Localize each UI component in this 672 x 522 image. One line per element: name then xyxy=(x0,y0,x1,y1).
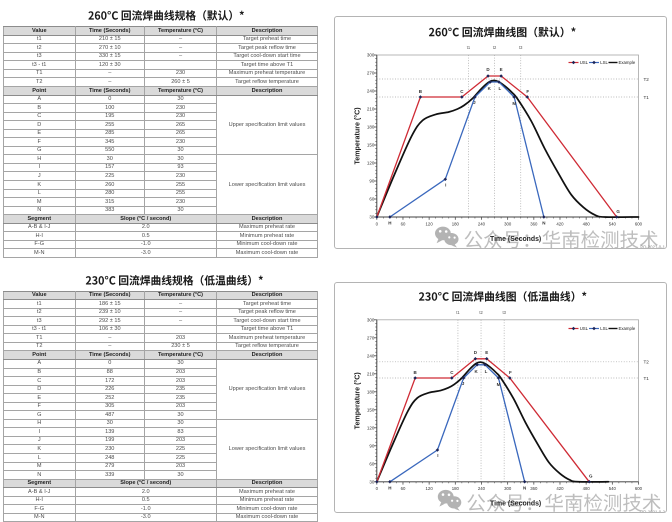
svg-text:B: B xyxy=(419,89,423,94)
svg-text:C: C xyxy=(460,89,464,94)
svg-text:J: J xyxy=(462,381,465,386)
svg-text:180: 180 xyxy=(367,390,375,395)
svg-text:USL: USL xyxy=(580,326,589,331)
svg-text:J: J xyxy=(473,100,476,105)
svg-text:360: 360 xyxy=(530,221,538,226)
svg-text:480: 480 xyxy=(583,221,591,226)
svg-text:B: B xyxy=(414,370,418,375)
svg-text:T2: T2 xyxy=(644,360,650,365)
svg-text:LSL: LSL xyxy=(600,326,608,331)
svg-text:T1: T1 xyxy=(644,95,650,100)
svg-text:F: F xyxy=(526,89,529,94)
svg-text:180: 180 xyxy=(367,125,375,130)
svg-text:300: 300 xyxy=(504,486,512,491)
svg-text:LSL: LSL xyxy=(600,60,608,65)
svg-text:H: H xyxy=(388,485,391,490)
svg-text:t1: t1 xyxy=(456,310,460,315)
svg-text:540: 540 xyxy=(609,221,617,226)
svg-text:I: I xyxy=(437,453,438,458)
svg-text:240: 240 xyxy=(478,486,486,491)
svg-text:t3: t3 xyxy=(519,45,523,50)
svg-text:t1: t1 xyxy=(467,45,471,50)
svg-text:t3: t3 xyxy=(502,310,506,315)
svg-text:D: D xyxy=(486,67,490,72)
svg-text:Time (Seconds): Time (Seconds) xyxy=(490,501,541,508)
svg-text:300: 300 xyxy=(367,53,375,58)
svg-text:D: D xyxy=(474,350,478,355)
svg-text:M: M xyxy=(497,382,501,387)
svg-text:0: 0 xyxy=(376,486,379,491)
svg-text:T2: T2 xyxy=(644,77,650,82)
svg-text:60: 60 xyxy=(401,486,406,491)
svg-text:180: 180 xyxy=(452,221,460,226)
svg-text:L: L xyxy=(499,86,502,91)
svg-text:Time (Seconds): Time (Seconds) xyxy=(490,236,541,243)
svg-text:60: 60 xyxy=(401,221,406,226)
svg-text:G: G xyxy=(589,474,593,479)
svg-text:240: 240 xyxy=(367,89,375,94)
svg-text:60: 60 xyxy=(369,197,375,202)
svg-text:N: N xyxy=(523,485,526,490)
svg-text:0: 0 xyxy=(376,221,379,226)
svg-text:G: G xyxy=(616,209,620,214)
svg-text:120: 120 xyxy=(367,161,375,166)
svg-text:90: 90 xyxy=(369,179,375,184)
svg-text:60: 60 xyxy=(369,462,375,467)
svg-text:180: 180 xyxy=(452,486,460,491)
svg-text:270: 270 xyxy=(367,336,375,341)
svg-text:Example: Example xyxy=(619,326,636,331)
svg-text:120: 120 xyxy=(367,426,375,431)
svg-text:300: 300 xyxy=(504,221,512,226)
svg-text:600: 600 xyxy=(635,221,643,226)
svg-text:t2: t2 xyxy=(493,45,497,50)
svg-text:L: L xyxy=(485,369,488,374)
svg-text:Example: Example xyxy=(619,60,636,65)
svg-text:240: 240 xyxy=(367,354,375,359)
svg-text:USL: USL xyxy=(580,60,589,65)
svg-text:K: K xyxy=(488,86,492,91)
svg-text:M: M xyxy=(512,101,516,106)
svg-text:90: 90 xyxy=(369,444,375,449)
svg-text:150: 150 xyxy=(367,408,375,413)
svg-text:PD-2021-0-2: PD-2021-0-2 xyxy=(640,509,665,511)
svg-text:C: C xyxy=(450,370,454,375)
svg-text:420: 420 xyxy=(556,221,564,226)
svg-text:480: 480 xyxy=(583,486,591,491)
svg-text:E: E xyxy=(500,67,503,72)
svg-text:I: I xyxy=(445,182,446,187)
svg-text:540: 540 xyxy=(609,486,617,491)
svg-text:t2: t2 xyxy=(479,310,483,315)
svg-text:120: 120 xyxy=(426,221,434,226)
svg-text:210: 210 xyxy=(367,107,375,112)
svg-text:30: 30 xyxy=(369,480,375,485)
svg-text:420: 420 xyxy=(556,486,564,491)
svg-text:N: N xyxy=(542,221,545,226)
svg-text:270: 270 xyxy=(367,71,375,76)
svg-text:Temperature (°C): Temperature (°C) xyxy=(354,372,362,430)
svg-text:300: 300 xyxy=(367,318,375,323)
svg-text:240: 240 xyxy=(478,221,486,226)
svg-text:H: H xyxy=(388,221,391,226)
svg-text:F: F xyxy=(509,370,512,375)
svg-text:30: 30 xyxy=(369,215,375,220)
svg-text:210: 210 xyxy=(367,372,375,377)
svg-text:150: 150 xyxy=(367,143,375,148)
svg-text:120: 120 xyxy=(426,486,434,491)
svg-text:PD-2021-0-1: PD-2021-0-1 xyxy=(640,245,665,248)
svg-text:Temperature (°C): Temperature (°C) xyxy=(354,107,362,165)
svg-text:E: E xyxy=(485,350,488,355)
svg-text:360: 360 xyxy=(530,486,538,491)
svg-text:T1: T1 xyxy=(644,376,650,381)
svg-text:600: 600 xyxy=(635,486,643,491)
svg-text:K: K xyxy=(474,369,478,374)
